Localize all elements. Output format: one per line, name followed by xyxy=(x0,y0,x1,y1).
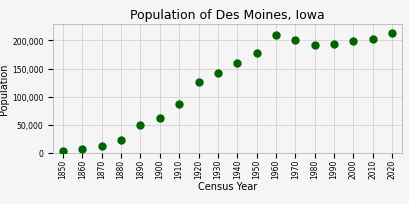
Point xyxy=(291,39,298,43)
Point xyxy=(156,117,163,120)
Point xyxy=(272,35,279,38)
Point xyxy=(195,81,201,84)
Point xyxy=(137,123,144,127)
Point xyxy=(117,139,124,142)
X-axis label: Census Year: Census Year xyxy=(198,181,256,191)
Point xyxy=(214,72,220,75)
Point xyxy=(311,45,317,48)
Point xyxy=(234,62,240,65)
Point xyxy=(253,52,259,55)
Point xyxy=(330,43,337,47)
Point xyxy=(369,38,375,41)
Point xyxy=(175,103,182,106)
Point xyxy=(98,145,105,148)
Point xyxy=(79,147,85,151)
Point xyxy=(60,149,66,152)
Y-axis label: Population: Population xyxy=(0,63,9,114)
Title: Population of Des Moines, Iowa: Population of Des Moines, Iowa xyxy=(130,9,324,22)
Point xyxy=(349,40,356,44)
Point xyxy=(388,32,394,35)
